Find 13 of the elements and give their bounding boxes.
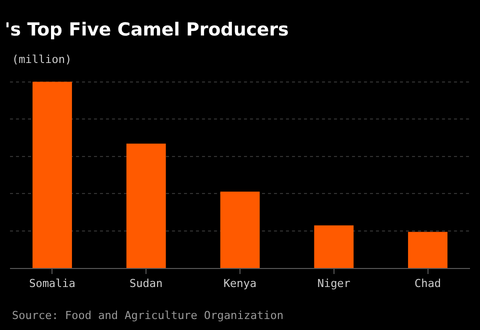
bar	[408, 232, 448, 268]
bar	[220, 192, 260, 268]
x-tick-label: Kenya	[223, 277, 257, 290]
x-tick-label: Niger	[317, 277, 351, 290]
x-tick-label: Somalia	[29, 277, 76, 290]
bar	[32, 82, 72, 268]
source-note: Source: Food and Agriculture Organization	[12, 309, 284, 322]
x-tick-label: Sudan	[130, 277, 163, 290]
chart-title: 's Top Five Camel Producers	[4, 20, 289, 41]
bar	[126, 144, 166, 268]
chart-subtitle: (million)	[12, 53, 72, 66]
bar	[314, 225, 354, 268]
x-tick-label: Chad	[414, 277, 442, 290]
